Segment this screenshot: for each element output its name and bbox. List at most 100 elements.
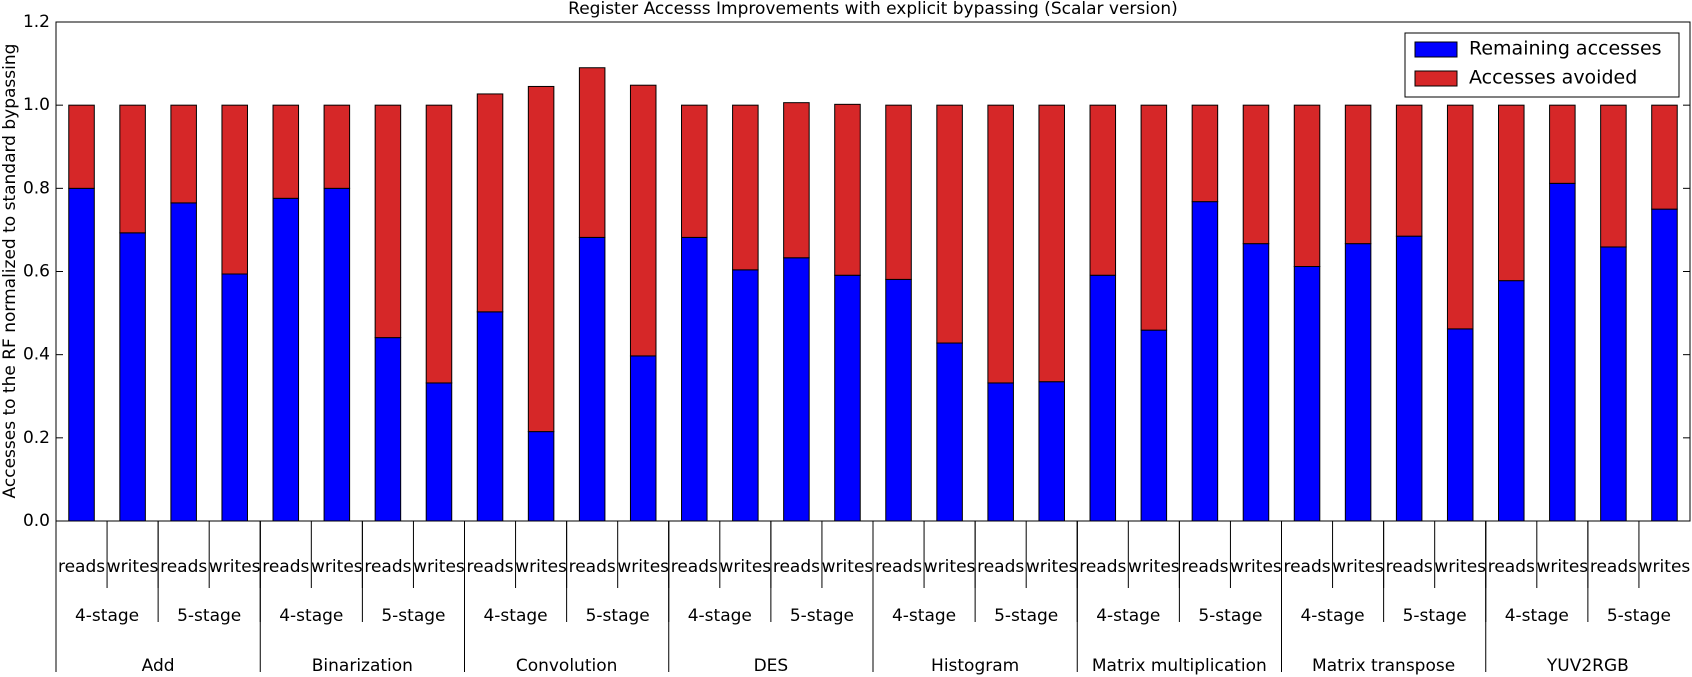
x-tick-label: writes: [924, 557, 976, 577]
x-tick-label: reads: [1488, 557, 1535, 577]
bar-segment: [783, 102, 810, 259]
bar-segment: [221, 104, 248, 275]
x-tick-label: reads: [160, 557, 207, 577]
x-tick-label: writes: [1537, 557, 1589, 577]
bar-segment: [68, 104, 95, 189]
bar-segment: [885, 104, 912, 280]
bar-segment: [1395, 104, 1423, 237]
y-tick-label: 0.8: [23, 178, 50, 198]
stage-label: 5-stage: [1403, 606, 1467, 626]
x-tick-label: reads: [773, 557, 820, 577]
bar-segment: [578, 67, 606, 238]
bar-segment: [1191, 201, 1219, 522]
bar-segment: [476, 311, 504, 522]
bar-segment: [170, 202, 197, 522]
stage-label: 4-stage: [1505, 606, 1569, 626]
x-tick-label: writes: [617, 557, 669, 577]
group-label: Add: [142, 656, 175, 676]
stage-label: 4-stage: [892, 606, 956, 626]
bar-segment: [1191, 104, 1219, 203]
bar-segment: [1549, 182, 1576, 522]
stage-label: 4-stage: [483, 606, 547, 626]
x-tick-label: writes: [1434, 557, 1486, 577]
y-tick-label: 0.4: [23, 345, 50, 365]
stage-label: 5-stage: [994, 606, 1058, 626]
x-tick-label: reads: [977, 557, 1024, 577]
bar-segment: [1089, 104, 1117, 276]
bar-segment: [681, 104, 708, 238]
stage-label: 5-stage: [586, 606, 650, 626]
x-tick-label: writes: [720, 557, 772, 577]
bar-segment: [1038, 104, 1065, 383]
x-tick-label: writes: [413, 557, 465, 577]
bar-segment: [629, 355, 657, 522]
bar-segment: [1293, 104, 1321, 268]
bar-segment: [476, 93, 504, 313]
bar-segment: [1446, 104, 1474, 330]
x-tick-label: reads: [569, 557, 616, 577]
bar-segment: [272, 104, 300, 199]
x-tick-label: writes: [1128, 557, 1180, 577]
group-label: Convolution: [516, 656, 618, 676]
x-tick-label: writes: [1230, 557, 1282, 577]
bar-segment: [1395, 235, 1423, 522]
x-tick-label: writes: [515, 557, 567, 577]
bar-segment: [527, 431, 555, 522]
group-label: Histogram: [931, 656, 1019, 676]
x-tick-label: reads: [671, 557, 718, 577]
bar-segment: [119, 232, 146, 522]
stage-label: 5-stage: [790, 606, 854, 626]
bar-segment: [374, 104, 402, 339]
bar-segment: [425, 104, 453, 384]
x-tick-label: reads: [1590, 557, 1637, 577]
x-tick-label: writes: [209, 557, 261, 577]
group-label: Binarization: [312, 656, 413, 676]
bar-segment: [425, 382, 453, 522]
x-tick-label: reads: [1181, 557, 1228, 577]
group-label: DES: [754, 656, 789, 676]
stage-label: 4-stage: [75, 606, 139, 626]
legend-label: Remaining accesses: [1469, 38, 1662, 60]
bar-segment: [732, 269, 759, 522]
y-axis-label: Accesses to the RF normalized to standar…: [0, 44, 20, 499]
bar-segment: [1446, 328, 1474, 522]
bar-segment: [732, 104, 759, 271]
stage-label: 4-stage: [1096, 606, 1160, 626]
bar-segment: [119, 104, 146, 234]
x-tick-label: writes: [311, 557, 363, 577]
bar-segment: [1600, 104, 1627, 248]
bar-segment: [783, 257, 810, 522]
bar-segment: [323, 104, 351, 189]
bar-segment: [221, 273, 248, 522]
bar-segment: [1140, 329, 1168, 522]
x-tick-label: writes: [1026, 557, 1078, 577]
y-tick-label: 0.6: [23, 262, 50, 282]
bar-segment: [527, 85, 555, 433]
x-tick-label: writes: [107, 557, 159, 577]
bar-segment: [936, 342, 963, 522]
x-tick-label: reads: [1283, 557, 1330, 577]
legend-swatch: [1414, 41, 1458, 58]
x-tick-label: writes: [822, 557, 874, 577]
bar-segment: [1344, 104, 1372, 245]
bar-segment: [323, 187, 351, 522]
y-tick-label: 1.2: [23, 12, 50, 32]
x-tick-label: reads: [262, 557, 309, 577]
bar-segment: [170, 104, 197, 204]
bar-segment: [1651, 104, 1678, 210]
bar-segment: [834, 274, 861, 522]
x-tick-label: reads: [58, 557, 105, 577]
bar-segment: [987, 382, 1014, 522]
x-tick-label: writes: [1639, 557, 1691, 577]
bar-segment: [885, 278, 912, 522]
bar-segment: [1651, 208, 1678, 522]
x-tick-label: writes: [1332, 557, 1384, 577]
y-tick-label: 0.2: [23, 428, 50, 448]
stage-label: 4-stage: [688, 606, 752, 626]
bar-segment: [1344, 243, 1372, 522]
legend-swatch: [1414, 70, 1458, 87]
bar-segment: [1498, 104, 1525, 282]
stage-label: 5-stage: [177, 606, 241, 626]
x-tick-label: reads: [364, 557, 411, 577]
